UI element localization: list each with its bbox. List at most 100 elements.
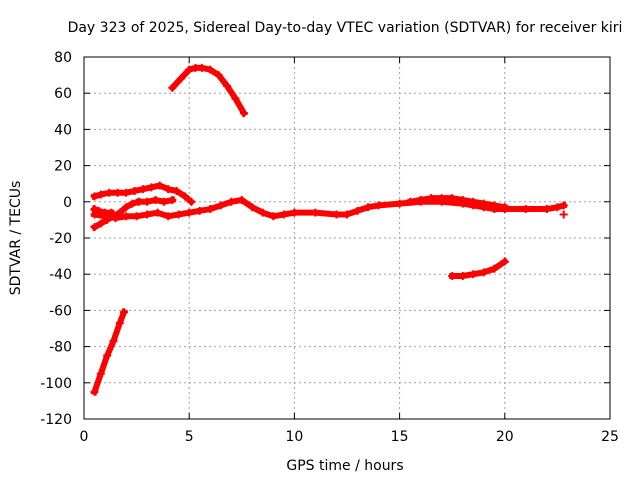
data-point: [107, 208, 116, 217]
data-point: [343, 210, 351, 219]
data-point: [90, 192, 99, 201]
y-tick-label: 40: [54, 122, 72, 138]
y-tick-label: 0: [63, 195, 72, 211]
data-point: [559, 201, 568, 210]
x-tick-label: 25: [601, 429, 619, 445]
data-point: [500, 203, 509, 212]
y-axis-label: SDTVAR / TECUs: [8, 181, 24, 296]
y-tick-label: 80: [54, 50, 72, 66]
data-point: [542, 205, 551, 214]
data-point: [174, 210, 183, 219]
series-arc-g: [448, 257, 509, 281]
y-tick-label: -40: [49, 267, 72, 283]
plot-frame: [83, 56, 611, 420]
data-point: [206, 205, 215, 214]
series-arc-f: [168, 63, 249, 118]
data-point: [448, 194, 457, 203]
x-tick-label: 15: [391, 429, 409, 445]
data-point: [130, 186, 139, 195]
data-point: [115, 319, 124, 328]
series-arc-d: [134, 195, 177, 206]
data-point: [113, 188, 122, 197]
data-point: [237, 195, 246, 204]
data-point: [164, 212, 173, 221]
data-point: [197, 63, 206, 72]
data-point: [223, 81, 232, 90]
data-point: [553, 203, 562, 212]
series-line: [168, 64, 249, 118]
data-point: [115, 208, 124, 217]
data-point: [458, 272, 467, 281]
data-point: [279, 210, 288, 219]
data-point: [353, 206, 362, 215]
data-point: [109, 337, 118, 346]
data-point: [416, 195, 425, 204]
data-point: [155, 181, 164, 190]
data-point: [90, 387, 99, 396]
y-tick-label: 60: [54, 86, 72, 102]
data-point: [103, 215, 112, 224]
data-point: [164, 185, 173, 194]
data-point: [458, 195, 467, 204]
y-tick-label: -120: [40, 412, 72, 428]
data-point: [479, 268, 488, 277]
data-point: [364, 203, 373, 212]
data-point: [206, 65, 215, 74]
data-point: [290, 208, 299, 217]
data-point: [185, 65, 194, 74]
data-point: [151, 195, 160, 204]
data-point: [159, 197, 168, 206]
data-marks: [90, 63, 568, 396]
data-point: [94, 206, 103, 215]
data-point: [406, 197, 415, 206]
y-tick-label: 20: [54, 159, 72, 175]
data-point: [332, 210, 341, 219]
data-point: [214, 71, 223, 80]
series-arc-e: [406, 194, 509, 212]
y-tick-label: -60: [49, 303, 72, 319]
data-point: [469, 270, 478, 279]
data-point: [521, 205, 530, 214]
data-point: [437, 194, 446, 203]
series-arc-b: [90, 181, 196, 207]
y-tick-label: -100: [40, 376, 72, 392]
data-point: [559, 210, 568, 219]
data-point: [138, 185, 147, 194]
data-point: [153, 208, 162, 217]
data-point: [147, 183, 156, 192]
y-tick-label: -20: [49, 231, 72, 247]
data-point: [122, 203, 131, 212]
data-point: [195, 206, 204, 215]
chart-title: Day 323 of 2025, Sidereal Day-to-day VTE…: [68, 20, 623, 36]
data-point: [269, 212, 278, 221]
data-point: [479, 199, 488, 208]
data-point: [500, 257, 509, 266]
series-outlier: [559, 210, 568, 219]
data-point: [448, 272, 457, 281]
data-point: [172, 186, 181, 195]
data-point: [96, 369, 105, 378]
x-tick-label: 20: [496, 429, 514, 445]
data-point: [395, 199, 404, 208]
data-point: [490, 264, 499, 273]
data-point: [216, 201, 225, 210]
data-point: [122, 188, 131, 197]
data-point: [143, 210, 152, 219]
data-point: [96, 190, 105, 199]
data-point: [132, 212, 141, 221]
grid: [84, 57, 610, 419]
data-point: [105, 188, 114, 197]
data-point: [227, 197, 236, 206]
data-point: [96, 219, 105, 228]
data-point: [258, 208, 267, 217]
x-tick-label: 10: [285, 429, 303, 445]
data-point: [311, 208, 320, 217]
data-point: [427, 194, 436, 203]
x-tick-label: 5: [185, 429, 194, 445]
data-point: [176, 74, 185, 83]
series-arc-h: [90, 308, 128, 396]
y-tick-label: -80: [49, 340, 72, 356]
data-point: [239, 109, 248, 118]
data-point: [168, 195, 177, 204]
data-point: [187, 197, 196, 206]
